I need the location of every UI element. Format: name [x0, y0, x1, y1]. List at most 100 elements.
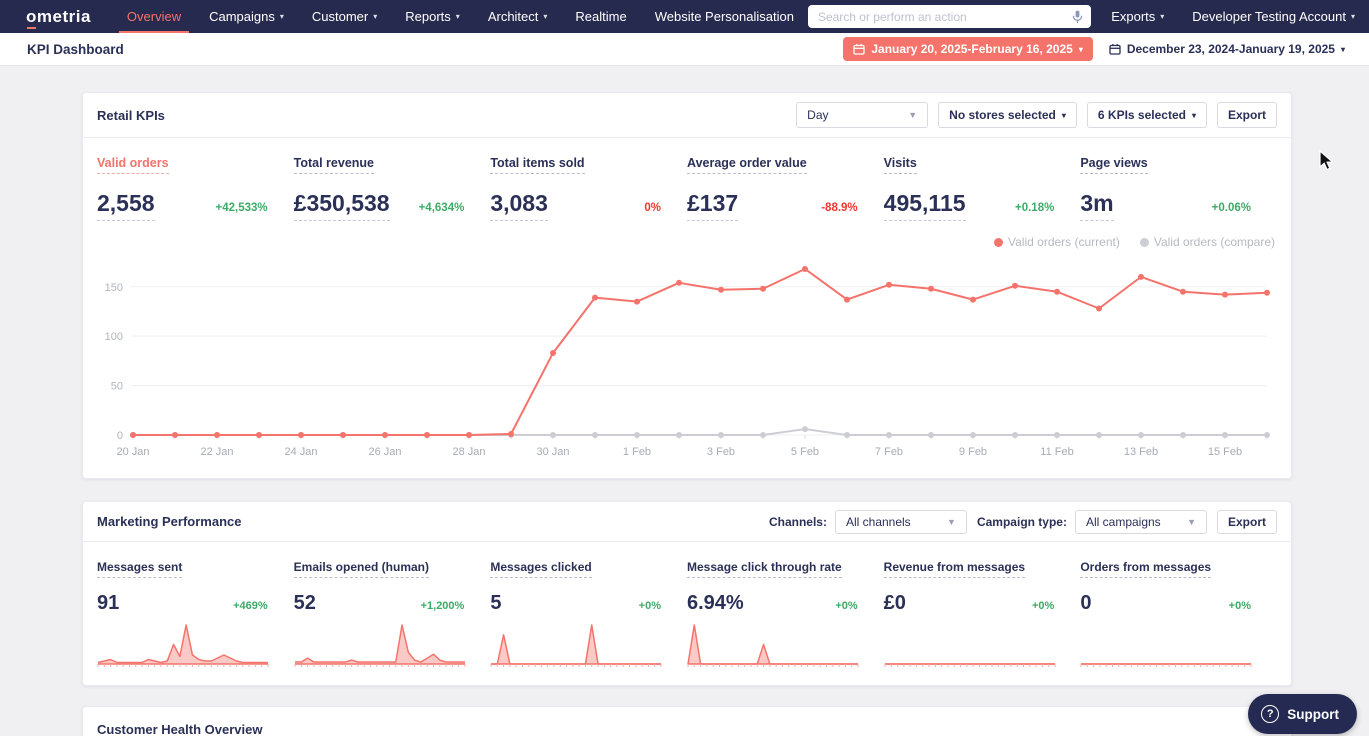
kpi-value: £137: [687, 190, 739, 221]
nav-item-label: Overview: [126, 9, 182, 24]
exports-label: Exports: [1111, 9, 1156, 24]
ometria-logo[interactable]: ometria: [26, 0, 91, 33]
granularity-select[interactable]: Day ▼: [796, 102, 929, 128]
marketing-performance-card: Marketing Performance Channels: All chan…: [82, 501, 1292, 686]
legend-label: Valid orders (compare): [1153, 235, 1275, 249]
nav-item-customer[interactable]: Customer ▾: [298, 0, 391, 33]
marketing-export-button[interactable]: Export: [1216, 509, 1277, 534]
compare-range-label: December 23, 2024-January 19, 2025: [1126, 42, 1335, 56]
stores-filter-button[interactable]: No stores selected ▾: [938, 102, 1077, 128]
nav-item-label: Campaigns: [209, 9, 275, 24]
nav-right-group: Exports ▾ Developer Testing Account ▾: [1097, 0, 1369, 33]
marketing-metrics-row: Messages sent 91 +469% Emails opened (hu…: [83, 542, 1291, 685]
legend-item-valid-orders-compare[interactable]: Valid orders (compare): [1139, 235, 1275, 249]
date-range-label: January 20, 2025-February 16, 2025: [871, 42, 1073, 56]
metric-label: Messages sent: [97, 560, 183, 578]
marketing-metric-revenue-from-messages[interactable]: Revenue from messages £0 +0%: [883, 558, 1081, 671]
nav-item-label: Architect: [487, 9, 539, 24]
kpi-label: Valid orders: [97, 156, 169, 174]
metric-value: 91: [97, 592, 120, 614]
metric-value: 52: [293, 592, 316, 614]
kpi-delta: +0.18%: [1015, 202, 1055, 214]
mouse-cursor: [1319, 150, 1335, 171]
kpi-value: 495,115: [883, 190, 966, 221]
metric-label: Orders from messages: [1080, 560, 1212, 578]
legend-label: Valid orders (current): [1008, 235, 1120, 249]
chevron-down-icon: ▼: [1187, 516, 1196, 527]
svg-text:150: 150: [105, 282, 123, 294]
svg-text:11 Feb: 11 Feb: [1040, 446, 1073, 458]
kpi-metric-total-items-sold[interactable]: Total items sold 3,083 0%: [490, 154, 687, 221]
metric-value: 6.94%: [687, 592, 744, 614]
nav-item-campaigns[interactable]: Campaigns ▾: [195, 0, 298, 33]
kpi-metric-total-revenue[interactable]: Total revenue £350,538 +4,634%: [293, 154, 491, 221]
metric-label: Emails opened (human): [293, 560, 430, 578]
export-label: Export: [1227, 108, 1266, 122]
chevron-down-icon: ▾: [1350, 12, 1355, 21]
kpi-label: Visits: [883, 156, 917, 174]
customer-health-title: Customer Health Overview: [97, 722, 263, 736]
global-search[interactable]: [807, 5, 1092, 28]
kpi-metric-visits[interactable]: Visits 495,115 +0.18%: [883, 154, 1081, 221]
marketing-metric-orders-from-messages[interactable]: Orders from messages 0 +0%: [1080, 558, 1277, 671]
svg-text:0: 0: [117, 430, 123, 442]
date-range-picker[interactable]: January 20, 2025-February 16, 2025 ▾: [843, 37, 1093, 61]
sparkline-message-click-through-rate: [687, 624, 859, 667]
campaign-type-select[interactable]: All campaigns ▼: [1074, 509, 1207, 534]
kpis-filter-label: 6 KPIs selected: [1097, 108, 1186, 122]
marketing-metric-messages-clicked[interactable]: Messages clicked 5 +0%: [490, 558, 687, 671]
svg-text:20 Jan: 20 Jan: [116, 446, 149, 458]
metric-label: Revenue from messages: [883, 560, 1026, 578]
nav-item-overview[interactable]: Overview: [113, 0, 195, 33]
legend-dot-icon: [994, 237, 1004, 247]
granularity-value: Day: [807, 108, 829, 122]
kpi-value: £350,538: [293, 190, 390, 221]
svg-text:50: 50: [111, 381, 123, 393]
metric-value: 5: [490, 592, 502, 614]
retail-kpis-card: Retail KPIs Day ▼ No stores selected ▾ 6…: [82, 92, 1292, 479]
support-button[interactable]: ? Support: [1248, 694, 1357, 734]
channels-select[interactable]: All channels ▼: [834, 509, 967, 534]
calendar-icon: [1109, 44, 1121, 55]
legend-dot-icon: [1139, 237, 1149, 247]
svg-text:15 Feb: 15 Feb: [1208, 446, 1242, 458]
sparkline-messages-clicked: [490, 624, 662, 667]
marketing-metric-message-click-through-rate[interactable]: Message click through rate 6.94% +0%: [687, 558, 884, 671]
marketing-metric-emails-opened-human[interactable]: Emails opened (human) 52 +1,200%: [293, 558, 491, 671]
metric-value: 0: [1080, 592, 1092, 614]
kpi-metric-page-views[interactable]: Page views 3m +0.06%: [1080, 154, 1277, 221]
nav-item-architect[interactable]: Architect ▾: [474, 0, 562, 33]
svg-text:22 Jan: 22 Jan: [200, 446, 233, 458]
legend-item-valid-orders-current[interactable]: Valid orders (current): [994, 235, 1120, 249]
metric-value: £0: [883, 592, 906, 614]
metric-delta: +1,200%: [420, 600, 465, 612]
svg-text:7 Feb: 7 Feb: [875, 446, 903, 458]
compare-range-picker[interactable]: December 23, 2024-January 19, 2025 ▾: [1109, 42, 1345, 56]
microphone-icon[interactable]: [1070, 9, 1085, 24]
sparkline-orders-from-messages: [1080, 663, 1252, 667]
kpi-value: 3m: [1080, 190, 1114, 221]
nav-item-reports[interactable]: Reports ▾: [391, 0, 474, 33]
valid-orders-chart[interactable]: 0 50 100 150 20 Jan 22 Jan 24 Jan 26 Jan 28 Jan 3…: [83, 249, 1291, 478]
page-title: KPI Dashboard: [27, 41, 124, 57]
stores-filter-label: No stores selected: [949, 108, 1056, 122]
kpi-metric-valid-orders[interactable]: Valid orders 2,558 +42,533%: [97, 154, 294, 221]
svg-text:1 Feb: 1 Feb: [623, 446, 651, 458]
retail-export-button[interactable]: Export: [1216, 102, 1277, 128]
kpi-metric-average-order-value[interactable]: Average order value £137 -88.9%: [687, 154, 884, 221]
nav-item-realtime[interactable]: Realtime: [561, 0, 640, 33]
chevron-down-icon: ▾: [1078, 44, 1083, 54]
sparkline-messages-sent: [97, 624, 269, 667]
nav-item-label: Customer: [311, 9, 369, 24]
svg-text:100: 100: [105, 331, 123, 343]
search-input[interactable]: [817, 9, 1071, 24]
account-menu[interactable]: Developer Testing Account ▾: [1178, 0, 1369, 33]
marketing-title: Marketing Performance: [97, 514, 242, 529]
channels-value: All channels: [845, 514, 911, 529]
kpi-label: Page views: [1080, 156, 1148, 174]
campaign-type-label: Campaign type:: [976, 514, 1067, 529]
kpis-filter-button[interactable]: 6 KPIs selected ▾: [1086, 102, 1207, 128]
nav-item-website-personalisation[interactable]: Website Personalisation: [641, 0, 808, 33]
exports-menu[interactable]: Exports ▾: [1097, 0, 1178, 33]
marketing-metric-messages-sent[interactable]: Messages sent 91 +469%: [97, 558, 294, 671]
